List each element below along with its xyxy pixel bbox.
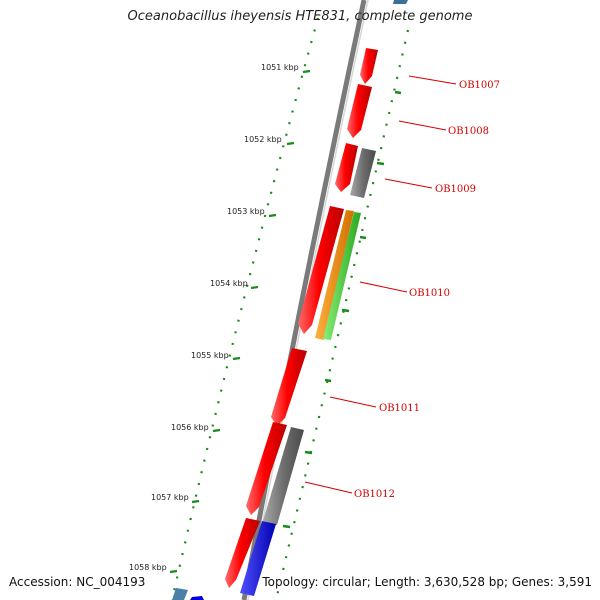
green-feature-ob1010 bbox=[323, 212, 361, 340]
kbp-labels: 1051 kbp 1052 kbp 1053 kbp 1054 kbp 1055… bbox=[129, 63, 299, 572]
gene-arrow-ob1012 bbox=[246, 422, 287, 515]
gene-label-ob1011: OB1011 bbox=[379, 403, 420, 414]
map-title: Oceanobacillus iheyensis HTE831, complet… bbox=[127, 9, 473, 24]
gene-label-ob1010: OB1010 bbox=[409, 288, 450, 299]
gene-features bbox=[172, 0, 408, 600]
gene-arrow-ob1009 bbox=[335, 143, 358, 192]
bottom-feature-blue bbox=[190, 596, 204, 600]
accession-text: Accession: NC_004193 bbox=[9, 575, 146, 589]
gene-arrow-ob1007 bbox=[360, 48, 378, 84]
kbp-label-1053: 1053 kbp bbox=[227, 207, 265, 216]
gene-labels: OB1007 OB1008 OB1009 OB1010 OB1011 OB101… bbox=[354, 80, 500, 500]
inner-tick-ring bbox=[170, 17, 320, 600]
gene-label-ob1008: OB1008 bbox=[448, 126, 489, 137]
gene-label-ob1007: OB1007 bbox=[459, 80, 500, 91]
gray-feature-ob1012 bbox=[263, 427, 304, 525]
gene-leader-lines bbox=[304, 75, 457, 494]
backbone-track bbox=[241, 0, 367, 600]
kbp-label-1057: 1057 kbp bbox=[151, 493, 189, 502]
gene-label-ob1009: OB1009 bbox=[435, 184, 476, 195]
outer-tick-ring bbox=[274, 29, 410, 600]
kbp-label-1058: 1058 kbp bbox=[129, 563, 167, 572]
gene-label-ob1012: OB1012 bbox=[354, 489, 395, 500]
gene-arrow-ob1010 bbox=[298, 206, 344, 334]
top-feature bbox=[393, 0, 408, 4]
gene-arrow-next bbox=[225, 518, 260, 588]
genome-summary-text: Topology: circular; Length: 3,630,528 bp… bbox=[262, 575, 592, 589]
kbp-label-1056: 1056 kbp bbox=[171, 423, 209, 432]
bottom-feature-steel bbox=[172, 588, 188, 600]
kbp-label-1051: 1051 kbp bbox=[261, 63, 299, 72]
kbp-label-1055: 1055 kbp bbox=[191, 351, 229, 360]
orange-feature-ob1010 bbox=[315, 210, 354, 340]
blue-feature-next bbox=[240, 521, 276, 596]
gray-feature-ob1009 bbox=[350, 148, 376, 198]
kbp-label-1052: 1052 kbp bbox=[244, 135, 282, 144]
gene-arrow-ob1011 bbox=[271, 348, 307, 426]
outer-minor-ticks bbox=[282, 90, 402, 529]
kbp-label-1054: 1054 kbp bbox=[210, 279, 248, 288]
gene-arrow-ob1008 bbox=[347, 84, 372, 138]
kbp-major-ticks bbox=[169, 69, 311, 574]
